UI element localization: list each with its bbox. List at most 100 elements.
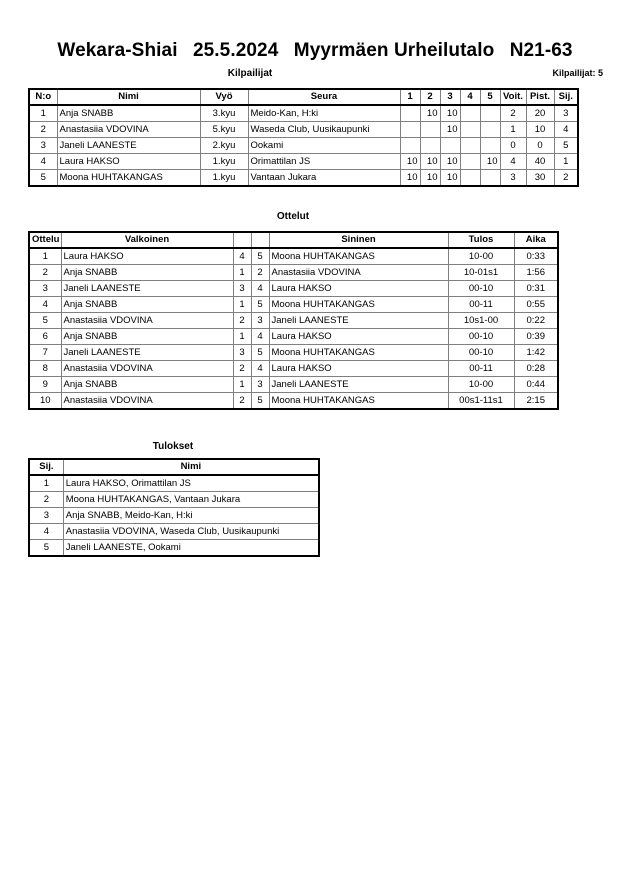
table-row: 1 Laura HAKSO 4 5 Moona HUHTAKANGAS 10-00 0:33 <box>28 247 559 265</box>
cell-name: Anastasiia VDOVINA <box>56 121 201 138</box>
cell-white: Anja SNABB <box>60 328 234 345</box>
cell-round-2: 10 <box>419 104 441 122</box>
cell-rank: 5 <box>553 137 579 154</box>
table-row: 5 Janeli LAANESTE, Ookami <box>28 539 320 557</box>
cell-belt: 1.kyu <box>199 169 249 187</box>
cell-time: 0:39 <box>513 328 559 345</box>
cell-blue-no: 4 <box>250 360 270 377</box>
cell-white: Anja SNABB <box>60 296 234 313</box>
table-row: 6 Anja SNABB 1 4 Laura HAKSO 00-10 0:39 <box>28 328 559 345</box>
cell-no: 5 <box>28 169 58 187</box>
cell-result: 00-11 <box>447 360 515 377</box>
cell-result: 00-10 <box>447 344 515 361</box>
cell-round-3: 10 <box>439 121 461 138</box>
cell-club: Orimattilan JS <box>247 153 401 170</box>
cell-rank: 2 <box>553 169 579 187</box>
cell-name: Janeli LAANESTE <box>56 137 201 154</box>
cell-time: 0:28 <box>513 360 559 377</box>
col-header-round-1: 1 <box>399 88 421 106</box>
col-header-white-no <box>232 231 252 249</box>
competitors-section-caption: Kilpailijat <box>227 68 273 79</box>
cell-points: 20 <box>525 104 555 122</box>
cell-white: Laura HAKSO <box>60 247 234 265</box>
cell-white-no: 1 <box>232 376 252 393</box>
col-header-wins: Voit. <box>499 88 527 106</box>
cell-time: 0:31 <box>513 280 559 297</box>
cell-name: Moona HUHTAKANGAS <box>56 169 201 187</box>
cell-rank: 1 <box>28 474 64 492</box>
cell-match: 10 <box>28 392 62 410</box>
cell-blue-no: 5 <box>250 344 270 361</box>
cell-white-no: 3 <box>232 280 252 297</box>
cell-blue-no: 5 <box>250 247 270 265</box>
col-header-match: Ottelu <box>28 231 62 249</box>
cell-name: Laura HAKSO, Orimattilan JS <box>62 474 320 492</box>
col-header-round-3: 3 <box>439 88 461 106</box>
cell-round-1: 10 <box>399 153 421 170</box>
cell-club: Ookami <box>247 137 401 154</box>
table-row: 2 Moona HUHTAKANGAS, Vantaan Jukara <box>28 491 320 508</box>
cell-round-1 <box>399 104 421 122</box>
cell-rank: 4 <box>553 121 579 138</box>
table-header-row: Ottelu Valkoinen Sininen Tulos Aika <box>28 231 559 249</box>
competitor-count-label: Kilpailijat: 5 <box>552 68 603 78</box>
cell-match: 9 <box>28 376 62 393</box>
results-table: Sij. Nimi 1 Laura HAKSO, Orimattilan JS 2 M… <box>28 458 320 557</box>
cell-rank: 1 <box>553 153 579 170</box>
cell-result: 10-00 <box>447 247 515 265</box>
cell-round-5 <box>479 121 501 138</box>
cell-blue: Janeli LAANESTE <box>268 376 449 393</box>
cell-round-4 <box>459 104 481 122</box>
cell-points: 10 <box>525 121 555 138</box>
col-header-round-4: 4 <box>459 88 481 106</box>
cell-belt: 1.kyu <box>199 153 249 170</box>
col-header-name: Nimi <box>56 88 201 106</box>
cell-match: 1 <box>28 247 62 265</box>
cell-white: Anastasiia VDOVINA <box>60 360 234 377</box>
cell-blue-no: 4 <box>250 328 270 345</box>
cell-no: 2 <box>28 121 58 138</box>
col-header-points: Pist. <box>525 88 555 106</box>
cell-club: Vantaan Jukara <box>247 169 401 187</box>
cell-round-5: 10 <box>479 153 501 170</box>
cell-match: 8 <box>28 360 62 377</box>
cell-no: 1 <box>28 104 58 122</box>
cell-round-1 <box>399 121 421 138</box>
cell-round-1 <box>399 137 421 154</box>
cell-blue: Laura HAKSO <box>268 280 449 297</box>
cell-wins: 4 <box>499 153 527 170</box>
cell-white-no: 2 <box>232 360 252 377</box>
cell-round-3: 10 <box>439 153 461 170</box>
cell-round-3: 10 <box>439 104 461 122</box>
event-name: Wekara-Shiai <box>57 40 178 61</box>
cell-white-no: 2 <box>232 392 252 410</box>
cell-round-4 <box>459 121 481 138</box>
cell-round-4 <box>459 169 481 187</box>
cell-round-1: 10 <box>399 169 421 187</box>
table-row: 3 Anja SNABB, Meido-Kan, H:ki <box>28 507 320 524</box>
cell-round-4 <box>459 137 481 154</box>
cell-rank: 5 <box>28 539 64 557</box>
cell-result: 10-00 <box>447 376 515 393</box>
col-header-blue: Sininen <box>268 231 449 249</box>
cell-blue: Laura HAKSO <box>268 360 449 377</box>
cell-white: Anastasiia VDOVINA <box>60 312 234 329</box>
cell-belt: 3.kyu <box>199 104 249 122</box>
cell-blue: Laura HAKSO <box>268 328 449 345</box>
cell-round-2 <box>419 137 441 154</box>
table-row: 3 Janeli LAANESTE 3 4 Laura HAKSO 00-10 0:31 <box>28 280 559 297</box>
cell-white-no: 1 <box>232 296 252 313</box>
cell-club: Meido-Kan, H:ki <box>247 104 401 122</box>
cell-time: 0:33 <box>513 247 559 265</box>
competitors-table: N:o Nimi Vyö Seura 1 2 3 4 5 Voit. Pist.… <box>28 88 579 187</box>
cell-match: 3 <box>28 280 62 297</box>
cell-round-2 <box>419 121 441 138</box>
cell-round-3: 10 <box>439 169 461 187</box>
table-header-row: Sij. Nimi <box>28 458 320 476</box>
col-header-result: Tulos <box>447 231 515 249</box>
col-header-belt: Vyö <box>199 88 249 106</box>
cell-blue: Moona HUHTAKANGAS <box>268 392 449 410</box>
cell-round-5 <box>479 169 501 187</box>
table-row: 1 Anja SNABB 3.kyu Meido-Kan, H:ki 10 10 2 20 3 <box>28 104 579 122</box>
cell-blue-no: 5 <box>250 296 270 313</box>
